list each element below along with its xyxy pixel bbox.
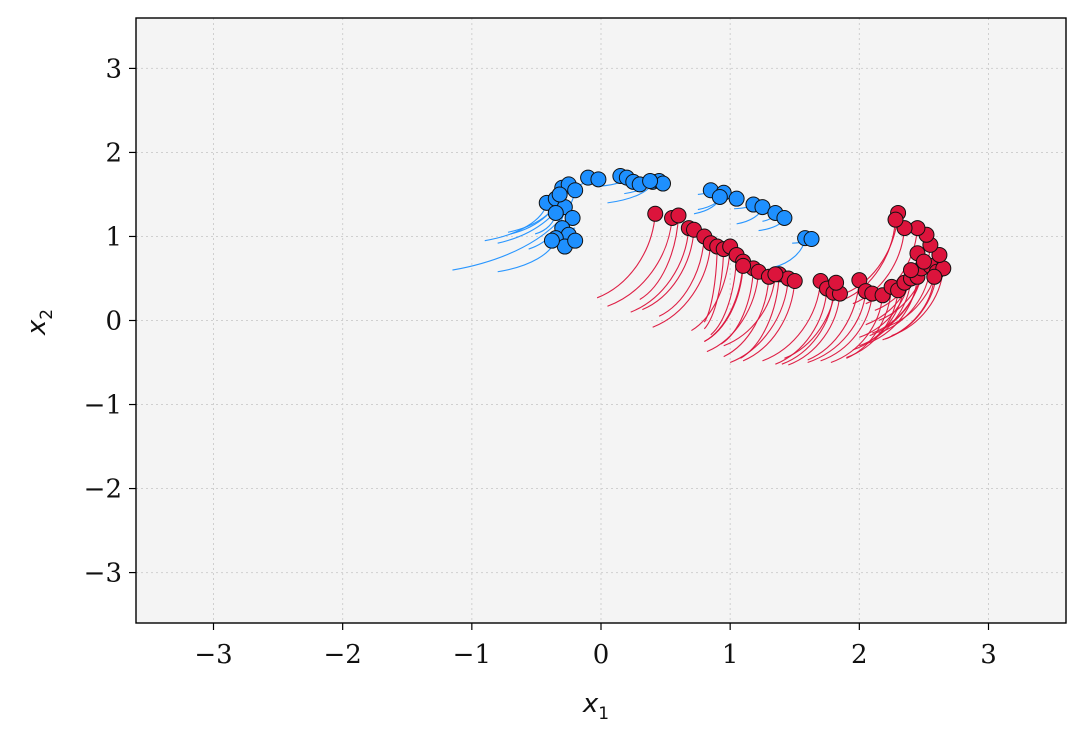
y-tick-label: −1 [84, 391, 122, 421]
y-tick-label: 1 [105, 222, 122, 252]
data-point [786, 273, 803, 290]
trajectory-line [729, 278, 789, 364]
y-tick-label: −2 [84, 475, 122, 505]
data-point [567, 232, 584, 249]
y-ticks: −3 −2 −1 0 1 2 3 [84, 54, 136, 589]
x-axis-label: x1 [582, 689, 609, 724]
trajectory-line [723, 276, 770, 358]
trajectory-line [807, 291, 867, 364]
x-tick-label: −2 [324, 640, 362, 670]
trajectory-line [607, 217, 673, 307]
trajectory-line [830, 295, 884, 364]
data-point [728, 190, 745, 207]
y-tick-label: 2 [105, 138, 122, 168]
trajectory-line [704, 265, 744, 342]
data-point [915, 253, 932, 270]
x-ticks: −3 −2 −1 0 1 2 3 [194, 623, 997, 670]
trajectory-line [639, 215, 680, 300]
data-point [567, 182, 584, 199]
trajectory-line [865, 276, 919, 345]
trajectory-line [788, 293, 841, 366]
trajectory-line [596, 213, 656, 299]
trajectory-line [706, 271, 760, 353]
data-point [887, 211, 904, 228]
trajectory-line [843, 219, 897, 300]
trajectory-line [703, 246, 718, 323]
trajectory-line [775, 288, 828, 365]
trajectory-line [723, 274, 776, 347]
trajectory-line [658, 236, 705, 317]
y-tick-label: 3 [105, 54, 122, 84]
data-point [711, 188, 728, 205]
data-point [776, 209, 793, 226]
data-point [670, 207, 687, 224]
points [538, 167, 952, 304]
x-tick-label: −1 [453, 640, 491, 670]
data-point [647, 205, 664, 222]
data-point [655, 175, 671, 192]
y-tick-label: −3 [84, 559, 122, 589]
data-point [828, 274, 845, 291]
data-point [767, 266, 784, 283]
x-tick-label: 3 [980, 640, 997, 670]
x-tick-label: 2 [851, 640, 868, 670]
trajectory-line [762, 280, 822, 362]
x-tick-label: 1 [722, 640, 739, 670]
data-point [735, 257, 752, 274]
grid [136, 18, 1066, 623]
data-point [590, 171, 607, 188]
trajectory-line [630, 228, 690, 313]
data-point [547, 204, 564, 221]
trajectory-line [652, 243, 712, 328]
data-point [926, 268, 943, 285]
data-point [903, 262, 919, 279]
y-tick-label: 0 [105, 307, 122, 337]
trajectory-line [742, 280, 796, 362]
x-tick-label: 0 [593, 640, 610, 670]
trajectory-line [852, 228, 906, 305]
y-axis-label: x2 [22, 309, 57, 336]
x-tick-label: −3 [194, 640, 232, 670]
data-point [931, 246, 948, 263]
trajectory-line [820, 293, 873, 362]
data-point [551, 186, 568, 203]
data-point [564, 209, 581, 226]
data-point [543, 232, 560, 249]
trajectory-line [642, 229, 695, 311]
trajectory-line [882, 276, 935, 341]
data-point [803, 230, 820, 247]
data-point [642, 173, 659, 190]
